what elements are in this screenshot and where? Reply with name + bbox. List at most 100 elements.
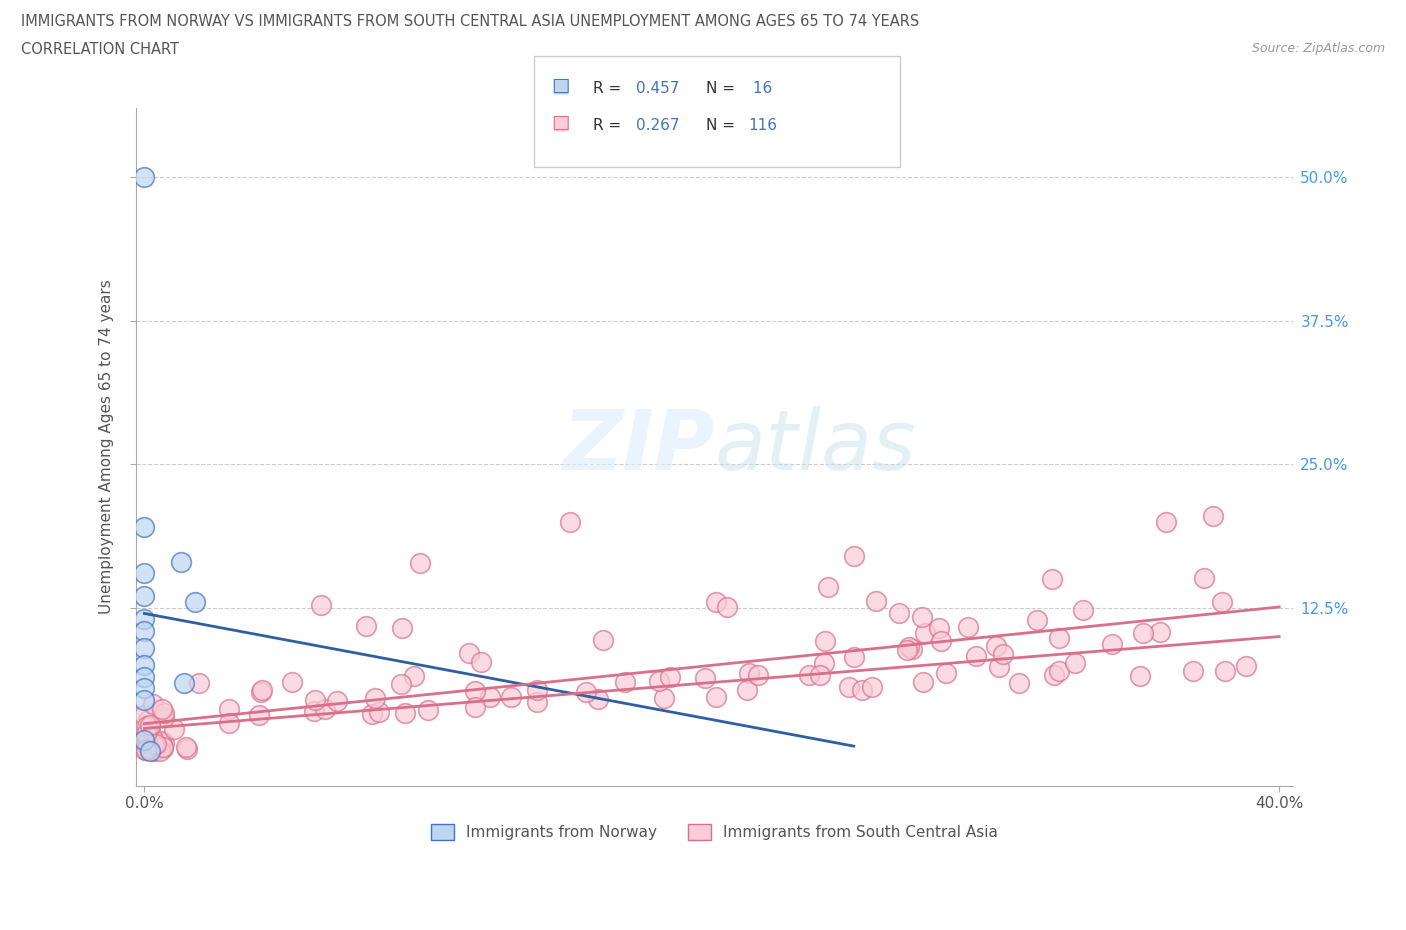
Point xyxy=(935,666,957,681)
Point xyxy=(658,670,681,684)
Text: 0.457: 0.457 xyxy=(636,81,679,96)
Point xyxy=(838,679,860,694)
Text: 0.267: 0.267 xyxy=(636,118,679,133)
Point xyxy=(184,594,207,609)
Point xyxy=(326,693,349,708)
Point xyxy=(174,740,197,755)
Point xyxy=(1154,514,1177,529)
Point xyxy=(526,683,548,698)
Point xyxy=(139,734,162,749)
Point xyxy=(814,633,837,648)
Point xyxy=(139,718,162,733)
Point xyxy=(911,675,934,690)
Text: ■: ■ xyxy=(551,76,569,95)
Point xyxy=(1040,572,1063,587)
Point xyxy=(247,708,270,723)
Point xyxy=(152,710,174,724)
Point xyxy=(1101,637,1123,652)
Point xyxy=(134,733,156,748)
Point xyxy=(1211,594,1233,609)
Point xyxy=(146,742,169,757)
Point xyxy=(153,706,176,721)
Point xyxy=(134,743,156,758)
Point xyxy=(897,640,920,655)
Point xyxy=(887,605,910,620)
Point xyxy=(134,169,156,184)
Point xyxy=(1047,631,1070,645)
Point xyxy=(914,626,936,641)
Point xyxy=(138,712,160,727)
Legend: Immigrants from Norway, Immigrants from South Central Asia: Immigrants from Norway, Immigrants from … xyxy=(425,817,1004,846)
Point xyxy=(704,690,727,705)
Point xyxy=(134,589,156,604)
Point xyxy=(1008,675,1031,690)
Point xyxy=(654,691,676,706)
Point xyxy=(526,695,548,710)
Point xyxy=(931,634,953,649)
Text: N =: N = xyxy=(706,81,740,96)
Text: IMMIGRANTS FROM NORWAY VS IMMIGRANTS FROM SOUTH CENTRAL ASIA UNEMPLOYMENT AMONG : IMMIGRANTS FROM NORWAY VS IMMIGRANTS FRO… xyxy=(21,14,920,29)
Point xyxy=(391,621,413,636)
Point xyxy=(142,737,165,752)
Point xyxy=(735,683,758,698)
Point xyxy=(501,690,523,705)
Text: ZIP: ZIP xyxy=(562,406,714,487)
Point xyxy=(470,654,492,669)
Text: R =: R = xyxy=(593,118,627,133)
Point xyxy=(592,632,614,647)
Text: Source: ZipAtlas.com: Source: ZipAtlas.com xyxy=(1251,42,1385,55)
Point xyxy=(911,610,934,625)
Text: 116: 116 xyxy=(748,118,778,133)
Point xyxy=(695,671,717,685)
Point xyxy=(479,690,502,705)
Point xyxy=(928,620,950,635)
Point xyxy=(134,623,156,638)
Point xyxy=(134,566,156,581)
Point xyxy=(394,705,416,720)
Point xyxy=(1181,664,1204,679)
Text: ■: ■ xyxy=(551,113,569,132)
Point xyxy=(187,676,209,691)
Point xyxy=(896,643,918,658)
Point xyxy=(218,701,240,716)
Point xyxy=(134,733,156,748)
Point xyxy=(134,612,156,627)
Point xyxy=(648,673,671,688)
Point xyxy=(1064,656,1087,671)
Point xyxy=(1129,669,1152,684)
Point xyxy=(1026,612,1049,627)
Point xyxy=(704,594,727,609)
Point xyxy=(860,680,883,695)
Point xyxy=(150,733,173,748)
Point xyxy=(402,669,425,684)
Point xyxy=(965,649,987,664)
Point xyxy=(389,677,412,692)
Point xyxy=(311,598,333,613)
Point xyxy=(136,733,159,748)
Point xyxy=(141,730,163,745)
Point xyxy=(314,702,336,717)
Point xyxy=(150,702,173,717)
Point xyxy=(586,692,609,707)
Point xyxy=(134,692,156,707)
Point xyxy=(302,704,325,719)
Point xyxy=(134,736,156,751)
Point xyxy=(844,650,866,665)
Point xyxy=(1234,658,1257,673)
Point xyxy=(163,722,186,737)
Point xyxy=(716,600,738,615)
Point xyxy=(170,554,193,569)
Point xyxy=(134,520,156,535)
Point xyxy=(986,639,1008,654)
Point xyxy=(141,740,163,755)
Point xyxy=(1213,664,1236,679)
Point xyxy=(797,668,820,683)
Text: □: □ xyxy=(551,76,569,95)
Point xyxy=(139,744,162,759)
Point xyxy=(464,684,486,698)
Point xyxy=(250,684,273,699)
Point xyxy=(153,735,176,750)
Point xyxy=(142,697,165,711)
Point xyxy=(747,668,769,683)
Point xyxy=(988,659,1011,674)
